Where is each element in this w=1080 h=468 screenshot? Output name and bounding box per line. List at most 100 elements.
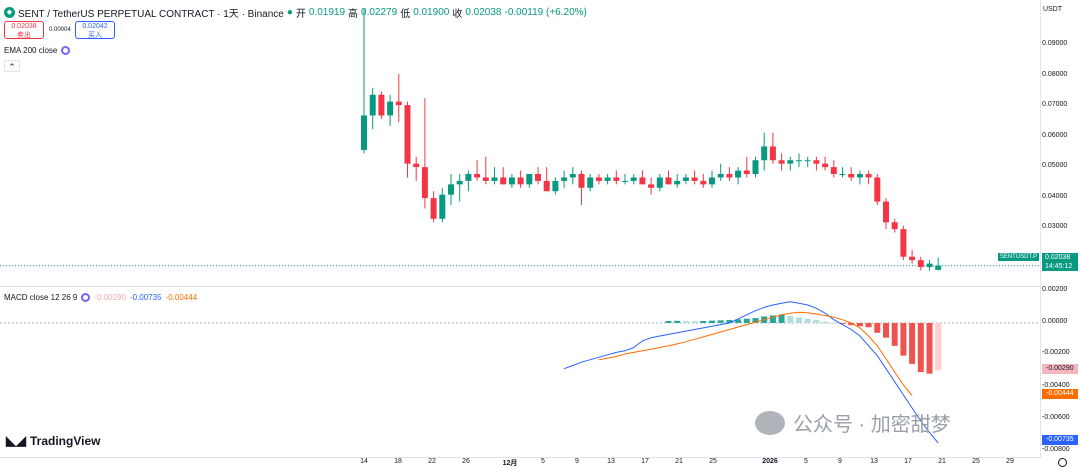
macd-hist-bar xyxy=(935,322,942,371)
candle-body xyxy=(813,160,820,164)
candle-body xyxy=(796,160,802,162)
candle-body xyxy=(395,101,402,106)
candle-body xyxy=(830,167,837,175)
candle-body xyxy=(883,201,889,223)
tradingview-logo[interactable]: ◣◢ TradingView xyxy=(6,433,100,449)
candle-body xyxy=(439,194,446,219)
time-tick: 21 xyxy=(938,458,946,465)
macd-legend[interactable]: MACD close 12 26 9 -0.00290 -0.00735 -0.… xyxy=(4,293,197,302)
symbol-tag: SENTUSDT.P xyxy=(998,253,1039,261)
time-tick: 29 xyxy=(1006,458,1014,465)
signal-line xyxy=(598,311,913,396)
candle-body xyxy=(622,180,628,182)
candle-body xyxy=(909,256,916,261)
macd-hist-bar xyxy=(682,321,689,323)
candle-body xyxy=(752,160,759,175)
macd-hist-bar xyxy=(752,318,759,323)
macd-hist-bar xyxy=(700,321,707,323)
macd-hist-bar xyxy=(726,320,733,323)
buy-label: 买入 xyxy=(88,32,102,39)
ema-legend[interactable]: EMA 200 close xyxy=(4,46,71,55)
buy-button[interactable]: 0.02042 买入 xyxy=(75,21,115,39)
macd-hist-bar xyxy=(909,322,916,364)
candle-body xyxy=(413,163,420,168)
symbol-legend[interactable]: ◆ SENT / TetherUS PERPETUAL CONTRACT · 1… xyxy=(4,4,587,20)
macd-line-value: -0.00735 xyxy=(129,293,162,302)
tradingview-logo-icon: ◣◢ xyxy=(6,433,26,448)
macd-hist-bar xyxy=(674,320,681,323)
currency-label[interactable]: USDT xyxy=(1042,6,1062,13)
macd-hist-bar xyxy=(804,318,811,323)
candle-body xyxy=(691,177,698,181)
candle-body xyxy=(769,146,776,161)
status-dot-icon: ● xyxy=(286,6,293,18)
last-price: 0.02038 xyxy=(1045,254,1071,261)
candle-body xyxy=(448,184,454,195)
macd-hist-bar xyxy=(900,322,907,356)
candle-body xyxy=(604,177,611,181)
candle-body xyxy=(787,160,794,164)
candle-body xyxy=(361,115,367,150)
chevron-up-icon: ⌃ xyxy=(8,62,16,72)
candle-body xyxy=(456,180,463,185)
macd-tick: -0.00800 xyxy=(1042,446,1070,453)
time-tick: 13 xyxy=(870,458,878,465)
time-tick: 18 xyxy=(394,458,402,465)
candle-body xyxy=(526,174,533,185)
macd-line-badge: -0.00735 xyxy=(1042,435,1078,445)
macd-hist-bar xyxy=(848,322,855,326)
macd-tick: -0.00400 xyxy=(1042,382,1070,389)
candle-body xyxy=(595,177,602,181)
macd-hist-value: -0.00290 xyxy=(94,293,126,302)
axis-settings-icon[interactable] xyxy=(1058,458,1067,467)
macd-hist-bar xyxy=(769,315,776,323)
candle-body xyxy=(430,198,437,219)
price-tick: 0.07000 xyxy=(1042,101,1068,108)
time-tick: 26 xyxy=(462,458,470,465)
price-tick: 0.06000 xyxy=(1042,132,1068,139)
candle-body xyxy=(778,160,785,164)
candle-body xyxy=(674,180,681,185)
candle-body xyxy=(552,180,559,192)
collapse-indicators-button[interactable]: ⌃ xyxy=(4,60,20,72)
candle-body xyxy=(709,177,715,185)
watermark-text: 公众号 · 加密甜梦 xyxy=(793,414,951,436)
time-tick: 22 xyxy=(428,458,436,465)
macd-hist-bar xyxy=(796,317,802,323)
candle-body xyxy=(926,263,933,268)
macd-label: MACD close 12 26 9 xyxy=(4,293,78,302)
macd-hist-bar xyxy=(709,320,715,323)
symbol-title[interactable]: SENT / TetherUS PERPETUAL CONTRACT · 1天 … xyxy=(18,8,284,20)
last-price-badge[interactable]: 0.02038 14:45:12 xyxy=(1042,253,1078,271)
sell-price: 0.02038 xyxy=(11,23,37,30)
sell-label: 卖出 xyxy=(17,32,31,39)
price-tick: 0.03000 xyxy=(1042,223,1068,230)
macd-hist-bar xyxy=(778,314,785,323)
close-value: 0.02038 xyxy=(465,6,502,18)
candle-body xyxy=(508,177,515,185)
macd-tick: -0.00200 xyxy=(1042,349,1070,356)
candle-body xyxy=(935,265,942,270)
macd-hist-bar xyxy=(874,322,881,333)
macd-hist-bar xyxy=(891,322,898,346)
sell-button[interactable]: 0.02038 卖出 xyxy=(4,21,44,39)
time-tick: 17 xyxy=(904,458,912,465)
candle-body xyxy=(535,174,541,181)
open-label: 开 xyxy=(295,8,306,20)
macd-hist-badge: -0.00290 xyxy=(1042,364,1078,374)
open-value: 0.01919 xyxy=(308,6,346,18)
ema-label: EMA 200 close xyxy=(4,46,58,55)
candle-body xyxy=(648,184,655,188)
macd-hist-bar xyxy=(787,316,794,323)
candle-body xyxy=(761,146,768,161)
time-tick: 17 xyxy=(641,458,649,465)
buy-price: 0.02042 xyxy=(82,23,108,30)
low-label: 低 xyxy=(400,8,411,20)
macd-hist-bar xyxy=(735,319,742,323)
macd-hist-bar xyxy=(717,320,724,323)
loading-icon xyxy=(61,46,71,55)
macd-tick: -0.00600 xyxy=(1042,414,1070,421)
candle-body xyxy=(839,174,846,176)
time-tick: 13 xyxy=(607,458,615,465)
